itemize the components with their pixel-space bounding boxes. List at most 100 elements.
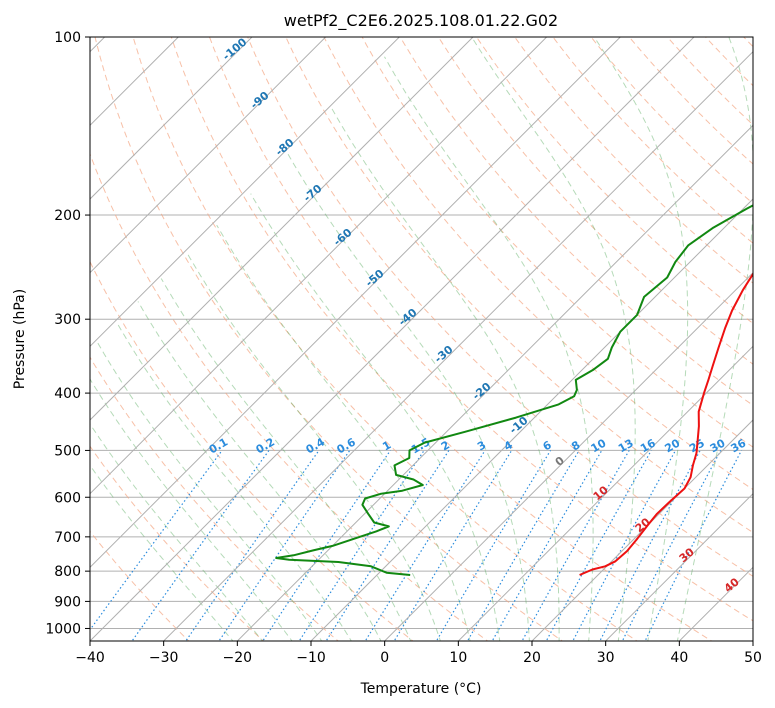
- mixing-ratio-label: 13: [616, 436, 636, 455]
- isotherm-line: [752, 640, 753, 641]
- dry-adiabat-line: [628, 37, 753, 165]
- profile-series: [275, 204, 753, 576]
- dry-adiabat-line: [361, 37, 753, 448]
- moist-adiabat-line: [676, 37, 753, 641]
- dry-adiabat-label: -50: [363, 267, 387, 290]
- moist-adiabat-line: [90, 464, 234, 641]
- mixing-ratio-line: [325, 450, 450, 641]
- moist-adiabat-line: [593, 37, 689, 641]
- chart-title: wetPf2_C2E6.2025.108.01.22.G02: [284, 11, 558, 31]
- dry-adiabat-line: [323, 37, 753, 491]
- mixing-ratio-line: [393, 450, 513, 641]
- x-tick-label: 20: [523, 650, 541, 666]
- isotherm-line: [90, 37, 474, 421]
- mixing-ratio-line: [572, 450, 677, 641]
- y-tick-label: 700: [54, 530, 81, 546]
- mixing-ratio-label: 36: [728, 436, 748, 455]
- isotherm-line: [90, 37, 695, 641]
- mixing-ratio-line: [545, 450, 652, 641]
- dry-adiabat-line: [437, 37, 753, 365]
- mixing-ratio-label: 0.4: [304, 435, 328, 456]
- dry-adiabat-line: [90, 445, 265, 641]
- isotherm-line: [531, 419, 753, 641]
- moist-adiabat-line: [160, 278, 412, 641]
- mixing-ratio-line: [621, 450, 722, 641]
- y-tick-label: 1000: [45, 621, 81, 637]
- mixing-ratio-line: [131, 450, 270, 641]
- mixing-ratio-line: [185, 450, 320, 641]
- mixing-ratio-line: [364, 450, 486, 641]
- moist-adiabat-line: [250, 193, 501, 641]
- x-tick-label: 30: [597, 650, 615, 666]
- x-tick-label: −20: [223, 650, 253, 666]
- y-axis-label: Pressure (hPa): [12, 289, 28, 389]
- isotherm-line: [383, 271, 753, 641]
- mixing-ratio-lines: [90, 450, 743, 641]
- y-tick-label: 600: [54, 490, 81, 506]
- moist-adiabat-line: [331, 108, 560, 641]
- mixing-ratio-label: 1.5: [409, 435, 432, 456]
- temperature-profile-line: [579, 272, 753, 576]
- mixing-ratio-line: [644, 450, 743, 641]
- y-tick-label: 500: [54, 443, 81, 459]
- moist-adiabats: [90, 37, 753, 641]
- mixing-ratio-label: 16: [638, 436, 658, 455]
- moist-adiabat-line: [384, 56, 594, 641]
- dry-adiabat-line: [90, 530, 190, 641]
- y-tick-label: 100: [54, 30, 81, 46]
- dry-adiabat-label: -30: [432, 343, 456, 366]
- mixing-ratio-label: 10: [589, 436, 609, 455]
- y-tick-label: 400: [54, 386, 81, 402]
- y-tick-label: 200: [54, 208, 81, 224]
- plot-frame: [89, 36, 754, 642]
- dry-adiabat-label: -40: [396, 306, 420, 329]
- mixing-ratio-label: 30: [708, 436, 728, 455]
- dry-adiabat-line: [552, 37, 753, 244]
- x-tick-label: 10: [449, 650, 467, 666]
- mixing-ratio-line: [218, 450, 351, 641]
- isotherm-line: [0, 10, 58, 643]
- dry-adiabat-line: [285, 37, 753, 534]
- dry-adiabat-label: -90: [248, 89, 272, 112]
- dry-adiabat-line: [590, 37, 753, 205]
- moist-adiabat-line: [90, 378, 293, 641]
- isotherm-line: [90, 37, 180, 127]
- y-axis: 100 200 300 400 500 600 700 800 900 1000: [45, 30, 90, 637]
- mixing-ratio-line: [466, 450, 580, 641]
- isotherm-line: [457, 345, 753, 641]
- moist-adiabat-line: [216, 224, 471, 641]
- dry-adiabat-line: [90, 356, 339, 641]
- mixing-ratio-label: 0.2: [254, 435, 277, 456]
- x-tick-label: 40: [670, 650, 688, 666]
- y-tick-label: 800: [54, 564, 81, 580]
- dry-adiabat-line: [756, 11, 775, 644]
- moist-adiabat-line: [116, 322, 352, 641]
- moist-adiabat-line: [90, 423, 264, 641]
- x-axis: −40 −30 −20 −10 0 10 20 30 40 50: [75, 641, 762, 666]
- dry-adiabat-label: -100: [220, 35, 250, 63]
- isotherm-line: [90, 37, 401, 348]
- mixing-ratio-label: 0.6: [335, 435, 359, 456]
- dry-adiabat-line: [170, 37, 713, 641]
- isotherm-line: [90, 37, 327, 274]
- grid: [90, 37, 753, 629]
- dry-adiabat-line: [399, 37, 753, 407]
- isotherm-line: [90, 37, 253, 200]
- dry-adiabat-line: [475, 37, 753, 325]
- mixing-ratio-line: [90, 450, 223, 631]
- dry-adiabat-line: [90, 260, 414, 641]
- dry-adiabat-line: [704, 37, 753, 87]
- dry-adiabat-label: -70: [301, 182, 325, 205]
- mixing-ratio-label: 6: [541, 438, 554, 453]
- moist-adiabat-line: [285, 150, 530, 641]
- isotherm-line: [236, 124, 753, 641]
- isotherm-line: [90, 37, 622, 569]
- mixing-ratio-line: [298, 450, 425, 641]
- dewpoint-profile-line: [275, 204, 753, 576]
- mixing-ratio-label: 3: [475, 438, 488, 453]
- x-tick-label: −40: [75, 650, 105, 666]
- isotherm-line: [162, 50, 753, 641]
- dry-adiabat-label: 40: [722, 575, 742, 595]
- dry-adiabat-line: [94, 37, 564, 641]
